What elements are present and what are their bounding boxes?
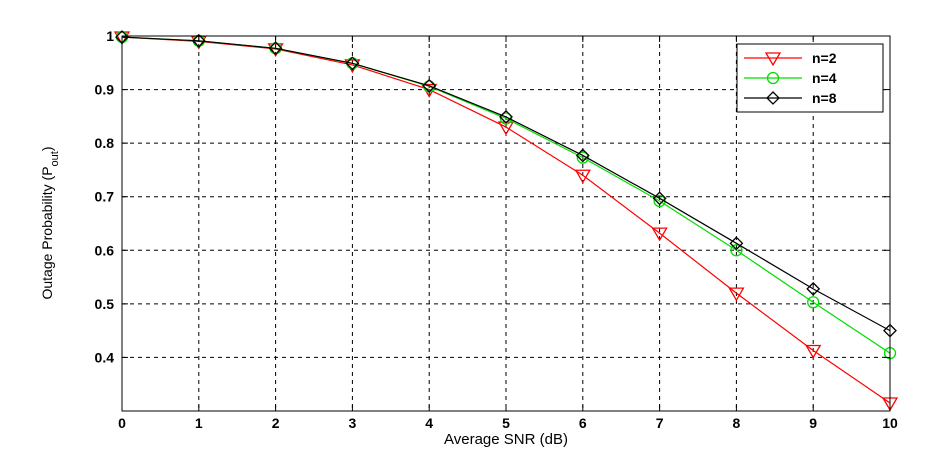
data-point-n-4 <box>807 296 820 309</box>
y-tick-label: 0.8 <box>95 135 115 151</box>
data-point-n-2 <box>267 43 284 58</box>
data-point-n-2 <box>574 169 591 184</box>
data-point-n-8 <box>575 148 590 163</box>
data-point-n-4 <box>499 112 513 125</box>
y-tick-label: 0.4 <box>95 349 115 365</box>
data-point-n-8 <box>422 78 437 93</box>
series-layer <box>113 30 899 412</box>
x-tick-label: 4 <box>425 415 433 431</box>
x-tick-label: 9 <box>809 415 817 431</box>
data-point-n-2 <box>728 287 745 302</box>
legend-marker <box>766 71 780 85</box>
data-point-n-4 <box>576 151 589 164</box>
x-tick-label: 6 <box>579 415 587 431</box>
x-axis-label: Average SNR (dB) <box>444 431 568 448</box>
data-point-n-8 <box>268 41 283 56</box>
series-n-8 <box>115 30 897 338</box>
y-axis-label-close: ) <box>39 146 55 151</box>
y-tick-label: 0.9 <box>95 82 115 98</box>
data-point-n-8 <box>345 56 360 71</box>
legend-marker <box>764 52 782 67</box>
data-point-n-4 <box>730 244 743 257</box>
data-point-n-8 <box>499 109 513 124</box>
data-point-n-8 <box>806 281 821 296</box>
y-tick-label: 1 <box>106 28 114 44</box>
y-tick-label: 0.7 <box>95 189 115 205</box>
x-tick-label: 2 <box>272 415 280 431</box>
x-tick-label: 10 <box>882 415 898 431</box>
y-axis-label-sub: out <box>49 151 61 166</box>
legend-item-n-2: n=2 <box>744 50 837 67</box>
ticks: 0 1 2 3 4 5 6 7 8 9 10 0.4 0.5 0.6 0.7 0.8 0.9 1 <box>95 28 898 431</box>
y-tick-label: 0.6 <box>95 242 115 258</box>
x-tick-label: 1 <box>195 415 203 431</box>
y-axis-label: Outage Probability (Pout) <box>39 146 61 299</box>
legend-label: n=4 <box>812 70 837 86</box>
x-tick-label: 8 <box>733 415 741 431</box>
legend-item-n-8: n=8 <box>744 90 837 106</box>
data-point-n-8 <box>191 33 206 48</box>
data-point-n-8 <box>652 191 667 206</box>
grid <box>122 36 890 411</box>
legend-marker <box>766 91 780 105</box>
data-point-n-8 <box>729 236 744 251</box>
x-tick-label: 0 <box>118 415 126 431</box>
x-tick-label: 7 <box>656 415 664 431</box>
data-point-n-2 <box>805 344 822 359</box>
legend-label: n=8 <box>812 90 837 106</box>
x-tick-label: 5 <box>502 415 510 431</box>
x-tick-label: 3 <box>349 415 357 431</box>
data-point-n-2 <box>651 227 668 242</box>
y-tick-label: 0.5 <box>95 296 115 312</box>
legend: n=2 n=4 n=8 <box>736 43 884 113</box>
series-line-n-8 <box>121 36 891 332</box>
y-axis-label-main: Outage Probability (P <box>39 166 55 299</box>
legend-label: n=2 <box>812 50 837 66</box>
legend-item-n-4: n=4 <box>744 70 837 86</box>
